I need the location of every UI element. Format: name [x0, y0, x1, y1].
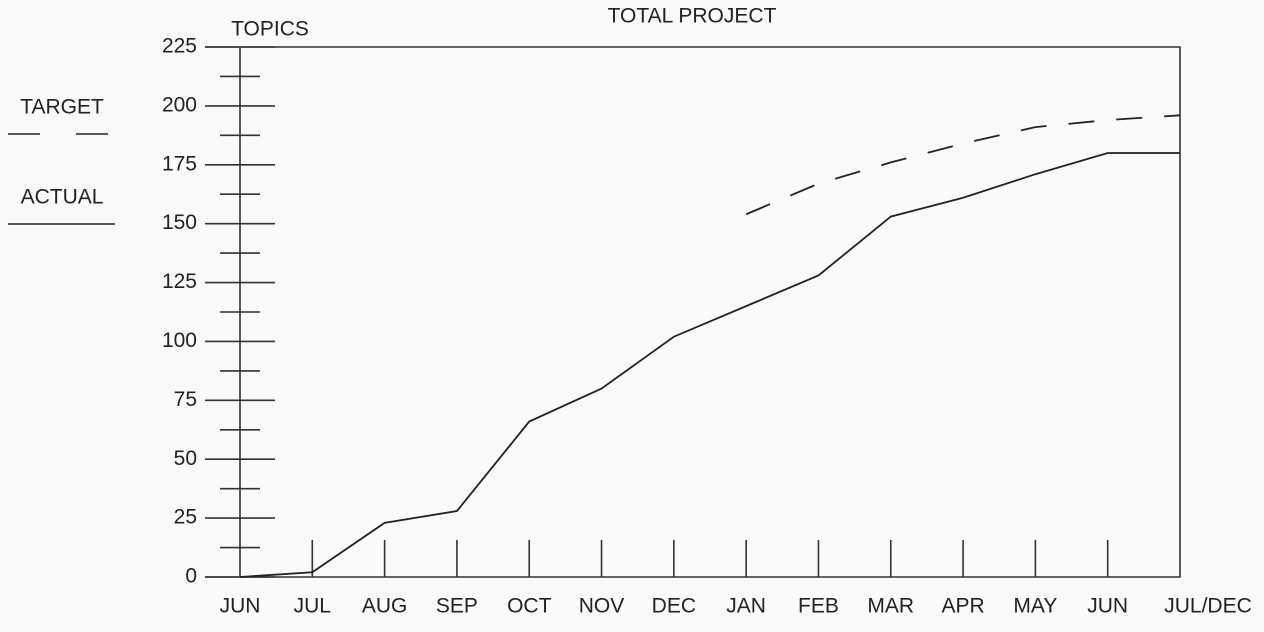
y-tick-label: 225 — [162, 35, 197, 58]
legend-label: TARGET — [20, 96, 104, 119]
chart-title: TOTAL PROJECT — [608, 5, 777, 28]
x-tick-label: JUN — [220, 595, 261, 618]
x-tick-label: DEC — [652, 595, 696, 618]
x-tick-label: NOV — [579, 595, 625, 618]
x-tick-label: JUL — [294, 595, 331, 618]
y-axis-label: TOPICS — [231, 18, 309, 41]
x-tick-label: JUN — [1087, 595, 1128, 618]
y-tick-label: 0 — [185, 565, 197, 588]
legend-label: ACTUAL — [21, 186, 104, 209]
x-tick-label: SEP — [436, 595, 478, 618]
x-tick-label: APR — [941, 595, 984, 618]
x-tick-label: MAR — [867, 595, 914, 618]
x-tick-label: MAY — [1013, 595, 1057, 618]
x-tick-label: JUL/DEC — [1164, 595, 1252, 618]
x-tick-label: AUG — [362, 595, 408, 618]
data-line — [745, 114, 1181, 216]
y-tick-label: 200 — [162, 93, 197, 116]
y-tick-label: 75 — [174, 388, 197, 411]
y-tick-label: 25 — [174, 506, 197, 529]
data-line — [239, 152, 1180, 578]
x-tick-label: OCT — [507, 595, 552, 618]
y-tick-label: 175 — [162, 152, 197, 175]
y-tick-label: 100 — [162, 329, 197, 352]
y-tick-label: 50 — [174, 447, 197, 470]
y-tick-label: 125 — [162, 270, 197, 293]
x-tick-label: JAN — [726, 595, 766, 618]
x-tick-label: FEB — [798, 595, 839, 618]
plot-frame — [205, 46, 1181, 578]
y-tick-label: 150 — [162, 211, 197, 234]
